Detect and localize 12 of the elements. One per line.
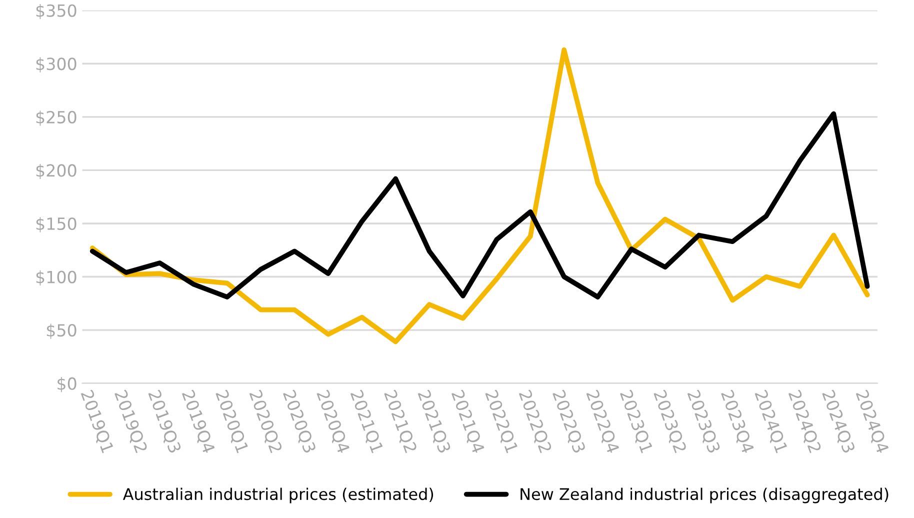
y-tick-label: $200 [36, 164, 76, 179]
legend-label: Australian industrial prices (estimated) [122, 488, 434, 504]
y-tick-label: $100 [36, 270, 76, 286]
y-tick-label: $0 [58, 376, 76, 392]
y-tick-label: $300 [36, 57, 76, 72]
line-series [90, 111, 870, 300]
legend-label: New Zealand industrial prices (disaggregated) [520, 488, 888, 504]
y-tick-label: $250 [36, 110, 76, 126]
line-series [90, 47, 870, 344]
y-tick-label: $150 [36, 217, 76, 232]
y-tick-label: $50 [46, 324, 76, 339]
y-tick-label: $350 [36, 4, 76, 20]
